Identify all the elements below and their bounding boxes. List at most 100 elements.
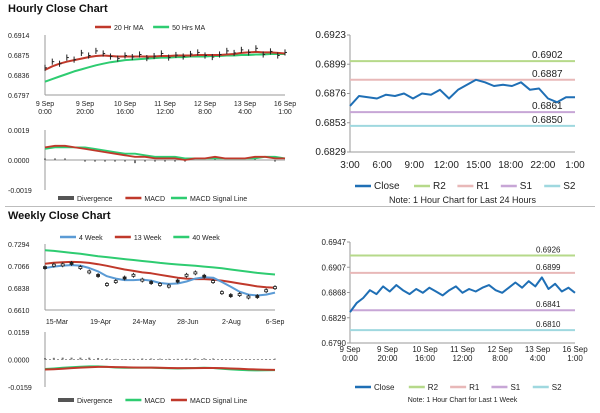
y-tick-label: 0.6838 <box>8 286 30 293</box>
candle-body <box>228 294 233 297</box>
ma20-line <box>44 50 286 71</box>
legend-label: 40 Week <box>192 235 220 242</box>
x-tick-label: 8:00 <box>492 354 508 363</box>
hourly-close-chart-title: Hourly Close Chart <box>8 3 108 15</box>
x-tick-label: 11 Sep <box>450 345 475 354</box>
last-week-chart: 0.6947 0.6907 0.6868 0.6829 0.6790 0.6926 0.68… <box>322 238 589 404</box>
x-tick-label: 1:00 <box>567 354 583 363</box>
x-tick-label: 16:00 <box>116 109 134 116</box>
x-tick-label: 20:00 <box>377 354 398 363</box>
y-tick-label: 0.6829 <box>315 147 346 158</box>
legend-label: 4 Week <box>79 235 103 242</box>
legend-label: S1 <box>510 383 520 392</box>
candle-body <box>202 274 207 278</box>
y-tick-label: -0.0019 <box>8 188 32 195</box>
y-tick-label: 0.6899 <box>315 59 346 70</box>
x-tick-label: 3:00 <box>340 160 360 171</box>
candle-body <box>246 295 251 299</box>
y-tick-label: 0.0019 <box>8 128 30 135</box>
level-label-r2: 0.6926 <box>536 246 561 255</box>
x-tick-label: 4:00 <box>238 109 252 116</box>
y-tick-label: 0.0000 <box>8 158 30 165</box>
level-label-r2: 0.6902 <box>532 50 563 61</box>
candle-body <box>211 280 215 283</box>
y-tick-label: 0.0159 <box>8 330 30 337</box>
legend-label: S2 <box>552 383 562 392</box>
legend-label: MACD Signal Line <box>190 196 247 203</box>
legend-label: S1 <box>520 181 533 192</box>
y-tick-label: 0.6797 <box>8 93 30 100</box>
y-tick-label: -0.0159 <box>8 385 32 392</box>
x-tick-label: 11 Sep <box>154 101 176 108</box>
legend-label: Divergence <box>77 196 113 203</box>
x-tick-label: 9 Sep <box>377 345 398 354</box>
legend-label: R2 <box>433 181 446 192</box>
macd-line <box>44 144 285 161</box>
candle-body <box>113 280 118 283</box>
level-label-s2: 0.6810 <box>536 320 561 329</box>
hourly-macd-chart: 0.0019 0.0000 -0.0019 Divergence MACD MACD Si… <box>8 128 286 203</box>
x-tick-label: 9 Sep <box>36 101 54 108</box>
candle-body <box>193 271 198 275</box>
y-tick-label: 0.6875 <box>8 53 30 60</box>
x-tick-label: 2-Aug <box>222 319 241 326</box>
legend-label: Close <box>374 181 400 192</box>
y-tick-label: 0.6829 <box>322 314 347 323</box>
x-tick-label: 6-Sep <box>266 319 285 326</box>
x-tick-label: 1:00 <box>278 109 292 116</box>
candle-body <box>175 279 180 283</box>
x-tick-label: 0:00 <box>38 109 52 116</box>
x-tick-label: 28-Jun <box>177 319 199 326</box>
candle-body <box>220 291 224 295</box>
legend-label: MACD Signal Line <box>190 398 247 405</box>
candle-body <box>105 283 109 286</box>
x-tick-label: 8:00 <box>198 109 212 116</box>
chart-note: Note: 1 Hour Chart for Last 24 Hours <box>389 195 537 205</box>
y-tick-label: 0.0000 <box>8 358 30 365</box>
y-tick-label: 0.6923 <box>315 30 346 41</box>
x-tick-label: 18:00 <box>498 160 523 171</box>
legend-label: 20 Hr MA <box>114 25 144 32</box>
candle-body <box>273 286 277 290</box>
week40-line <box>44 249 276 276</box>
x-tick-label: 13 Sep <box>234 101 256 108</box>
candle-body <box>96 274 100 277</box>
legend-swatch <box>58 398 74 402</box>
x-tick-label: 16 Sep <box>274 101 296 108</box>
candle-body <box>140 278 145 282</box>
x-tick-label: 0:00 <box>342 354 358 363</box>
x-tick-label: 4:00 <box>530 354 546 363</box>
y-tick-label: 0.7066 <box>8 264 30 271</box>
candle-body <box>131 273 136 277</box>
x-tick-label: 12:00 <box>156 109 174 116</box>
legend-label: R1 <box>476 181 489 192</box>
candle-body <box>184 273 189 277</box>
weekly-price-chart: 0.7294 0.7066 0.6838 0.6610 4 Week 13 Week 40 … <box>8 235 285 326</box>
x-tick-label: 15-Mar <box>46 319 69 326</box>
legend-label: 13 Week <box>134 235 162 242</box>
legend-swatch <box>58 196 74 200</box>
y-tick-label: 0.6836 <box>8 73 30 80</box>
x-tick-label: 16 Sep <box>562 345 588 354</box>
candle-body <box>122 276 127 280</box>
close-line <box>349 276 576 313</box>
candle-body <box>158 283 162 286</box>
close-line <box>349 78 575 107</box>
legend-label: R1 <box>469 383 480 392</box>
level-label-r1: 0.6899 <box>536 263 561 272</box>
x-tick-label: 9:00 <box>405 160 425 171</box>
chart-note: Note: 1 Hour Chart for Last 1 Week <box>408 397 518 404</box>
weekly-close-chart-title: Weekly Close Chart <box>8 210 111 222</box>
candle-body <box>264 289 269 293</box>
x-tick-label: 13 Sep <box>525 345 551 354</box>
x-tick-label: 12 Sep <box>194 101 216 108</box>
hourly-price-chart: 0.6914 0.6875 0.6836 0.6797 20 Hr MA 50 Hrs M… <box>8 25 296 116</box>
x-tick-label: 15:00 <box>466 160 491 171</box>
x-tick-label: 22:00 <box>530 160 555 171</box>
x-tick-label: 20:00 <box>76 109 94 116</box>
legend-label: MACD <box>144 398 165 405</box>
x-tick-label: 1:00 <box>565 160 585 171</box>
x-tick-label: 16:00 <box>415 354 436 363</box>
y-tick-label: 0.6868 <box>322 289 347 298</box>
y-tick-label: 0.6610 <box>8 308 30 315</box>
